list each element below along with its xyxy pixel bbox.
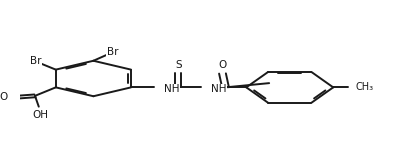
Text: NH: NH [164,84,180,94]
Text: CH₃: CH₃ [356,82,374,92]
Text: NH: NH [211,84,227,94]
Text: OH: OH [32,110,48,120]
Text: Br: Br [107,47,118,57]
Text: Br: Br [30,56,42,66]
Text: O: O [218,60,227,70]
Text: S: S [175,60,182,70]
Text: O: O [0,92,8,102]
